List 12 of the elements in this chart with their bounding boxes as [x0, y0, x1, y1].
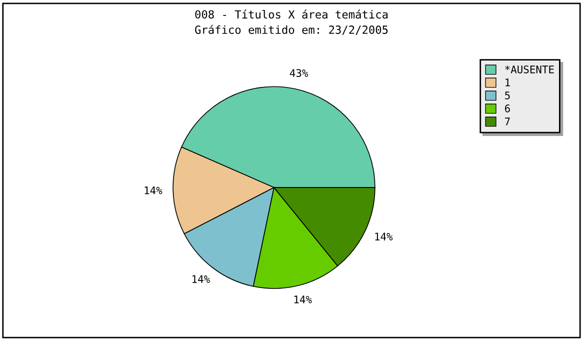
legend-label: 5	[505, 92, 510, 100]
chart-subtitle: Gráfico emitido em: 23/2/2005	[195, 24, 388, 35]
data-label: 14%	[294, 296, 312, 304]
data-label: 14%	[144, 186, 162, 194]
legend-label: *AUSENTE	[505, 65, 554, 74]
data-label: 14%	[192, 275, 210, 283]
legend-label: 6	[504, 104, 510, 112]
legend-label: 7	[505, 118, 510, 126]
legend-label: 1	[506, 78, 510, 86]
data-label: 43%	[290, 69, 308, 77]
chart-title: 008 - Títulos X área temática	[195, 10, 388, 19]
data-label: 14%	[375, 232, 393, 240]
